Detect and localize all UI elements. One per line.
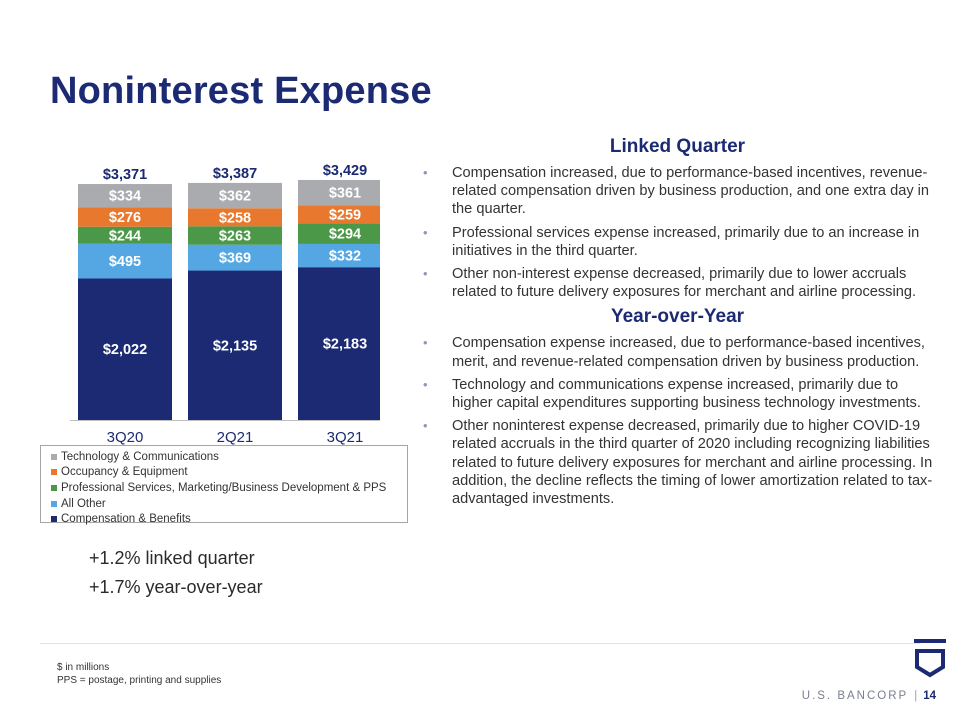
data-label: $362 xyxy=(219,189,251,205)
x-tick-label: 2Q21 xyxy=(217,429,254,446)
section-title-linked-quarter: Linked Quarter xyxy=(609,136,746,157)
legend-item: Compensation & Benefits xyxy=(51,511,407,527)
x-tick-label: 3Q20 xyxy=(107,429,144,446)
data-label: $332 xyxy=(329,249,361,265)
bar-segment xyxy=(188,270,282,420)
legend-item: Technology & Communications xyxy=(51,449,407,465)
page-number: 14 xyxy=(923,690,936,702)
legend-swatch xyxy=(51,453,57,460)
bar-segment xyxy=(188,244,282,271)
bar-segment xyxy=(78,207,172,227)
data-label: $294 xyxy=(329,227,361,243)
x-tick-label: 3Q21 xyxy=(327,429,364,446)
page-title: Noninterest Expense xyxy=(50,70,432,112)
bar-segment xyxy=(78,184,172,208)
bar-segment xyxy=(78,226,172,244)
data-label: $334 xyxy=(109,189,141,205)
data-label: $361 xyxy=(329,186,361,202)
bar-segment xyxy=(188,182,282,209)
linked-quarter-change: +1.2% linked quarter xyxy=(89,548,255,568)
legend-item: Professional Services, Marketing/Busines… xyxy=(51,480,407,496)
legend-label: All Other xyxy=(61,497,106,510)
legend-swatch xyxy=(51,469,57,476)
bar-segment xyxy=(78,278,172,420)
data-label: $276 xyxy=(109,210,141,226)
legend-label: Occupancy & Equipment xyxy=(61,466,188,479)
brand-separator: | xyxy=(914,690,918,702)
commentary-panel: Linked Quarter Compensation increased, d… xyxy=(420,136,935,513)
legend-item: All Other xyxy=(51,496,407,512)
brand-name: U.S. BANCORP xyxy=(801,690,909,702)
bullet-item: Compensation expense increased, due to p… xyxy=(420,334,935,370)
stacked-bar-chart: $2,022 $495 $244 $276 $334 $3,371 3Q20 $2,135 $3… xyxy=(70,163,380,446)
bar-segment xyxy=(298,223,380,244)
chart-legend: Technology & Communications Occupancy & E… xyxy=(40,445,408,525)
footnote-units: $ in millions xyxy=(57,662,110,673)
footer-brand: U.S. BANCORP | 14 xyxy=(802,690,936,702)
data-label: $244 xyxy=(109,228,141,244)
data-label: $2,183 xyxy=(323,337,367,353)
year-over-year-bullets: Compensation expense increased, due to p… xyxy=(420,334,935,508)
data-label: $2,135 xyxy=(213,338,257,354)
footnote-pps: PPS = postage, printing and supplies xyxy=(57,675,222,686)
bar-segment xyxy=(298,243,380,268)
section-title-year-over-year: Year-over-Year xyxy=(610,306,745,328)
bar-segment xyxy=(298,179,380,206)
bullet-item: Professional services expense increased,… xyxy=(420,224,935,260)
footnotes: $ in millions PPS = postage, printing an… xyxy=(57,661,221,687)
total-label: $3,429 xyxy=(323,163,367,179)
us-bancorp-logo-icon xyxy=(914,639,946,678)
data-label: $369 xyxy=(219,251,251,267)
legend-swatch xyxy=(51,484,57,491)
legend-label: Compensation & Benefits xyxy=(61,513,191,526)
legend-label: Professional Services, Marketing/Busines… xyxy=(61,481,387,494)
bar-segment xyxy=(188,226,282,245)
legend-swatch xyxy=(51,500,57,507)
bar-segment xyxy=(78,243,172,279)
summary-stats: +1.2% linked quarter +1.7% year-over-yea… xyxy=(89,544,263,602)
bullet-item: Other noninterest expense decreased, pri… xyxy=(420,417,935,508)
data-label: $263 xyxy=(219,229,251,245)
legend-item: Occupancy & Equipment xyxy=(51,465,407,481)
linked-quarter-bullets: Compensation increased, due to performan… xyxy=(420,164,935,301)
bullet-item: Other non-interest expense decreased, pr… xyxy=(420,265,935,301)
legend-swatch xyxy=(51,516,57,523)
total-label: $3,371 xyxy=(103,167,147,183)
data-label: $258 xyxy=(219,210,251,226)
bar-segment xyxy=(298,205,380,224)
bar-segment xyxy=(188,208,282,227)
legend-label: Technology & Communications xyxy=(61,450,219,463)
bullet-item: Compensation increased, due to performan… xyxy=(420,164,935,219)
year-over-year-change: +1.7% year-over-year xyxy=(89,577,263,597)
footer-divider xyxy=(40,643,920,644)
data-label: $2,022 xyxy=(103,342,147,358)
total-label: $3,387 xyxy=(213,166,257,182)
data-label: $259 xyxy=(329,207,361,223)
bar-segment xyxy=(298,267,380,420)
bullet-item: Technology and communications expense in… xyxy=(420,376,935,412)
data-label: $495 xyxy=(109,254,141,270)
